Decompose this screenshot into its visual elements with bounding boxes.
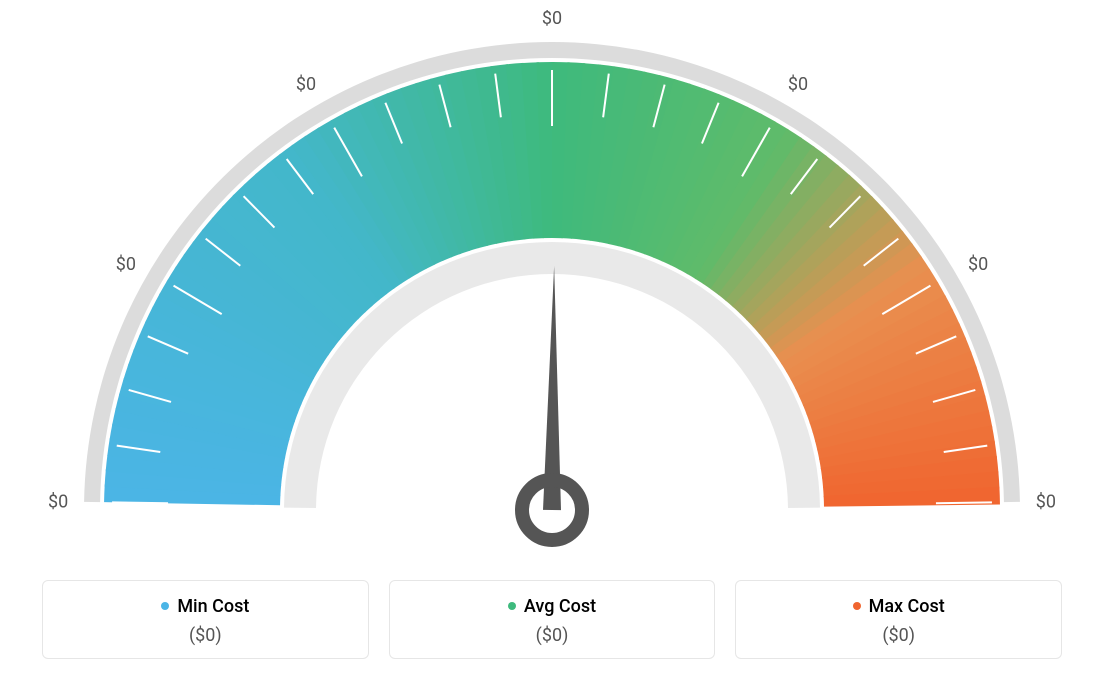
- legend-title-max: Max Cost: [853, 596, 945, 617]
- gauge-tick-label: $0: [788, 74, 808, 95]
- legend-title-avg: Avg Cost: [508, 596, 596, 617]
- legend-value-max: ($0): [746, 625, 1051, 646]
- legend-label-max: Max Cost: [869, 596, 945, 617]
- legend-title-min: Min Cost: [161, 596, 249, 617]
- legend-card-max: Max Cost ($0): [735, 580, 1062, 659]
- legend-label-min: Min Cost: [177, 596, 249, 617]
- chart-container: $0 $0 $0 $0 $0 $0 $0 Min Cost ($0) Avg Cost ($…: [0, 0, 1104, 690]
- gauge-svg: $0 $0 $0 $0 $0 $0 $0: [40, 10, 1064, 570]
- legend-dot-min: [161, 602, 169, 610]
- legend-value-avg: ($0): [400, 625, 705, 646]
- legend-row: Min Cost ($0) Avg Cost ($0) Max Cost ($0…: [40, 580, 1064, 659]
- gauge-tick-label: $0: [1036, 491, 1056, 512]
- legend-dot-avg: [508, 602, 516, 610]
- gauge-tick-label: $0: [296, 74, 316, 95]
- legend-label-avg: Avg Cost: [524, 596, 596, 617]
- gauge-tick-label: $0: [542, 10, 562, 29]
- gauge-chart: $0 $0 $0 $0 $0 $0 $0: [40, 10, 1064, 570]
- gauge-tick-label: $0: [48, 491, 68, 512]
- legend-card-avg: Avg Cost ($0): [389, 580, 716, 659]
- gauge-tick-label: $0: [116, 254, 136, 275]
- legend-card-min: Min Cost ($0): [42, 580, 369, 659]
- legend-dot-max: [853, 602, 861, 610]
- legend-value-min: ($0): [53, 625, 358, 646]
- gauge-tick-label: $0: [968, 254, 988, 275]
